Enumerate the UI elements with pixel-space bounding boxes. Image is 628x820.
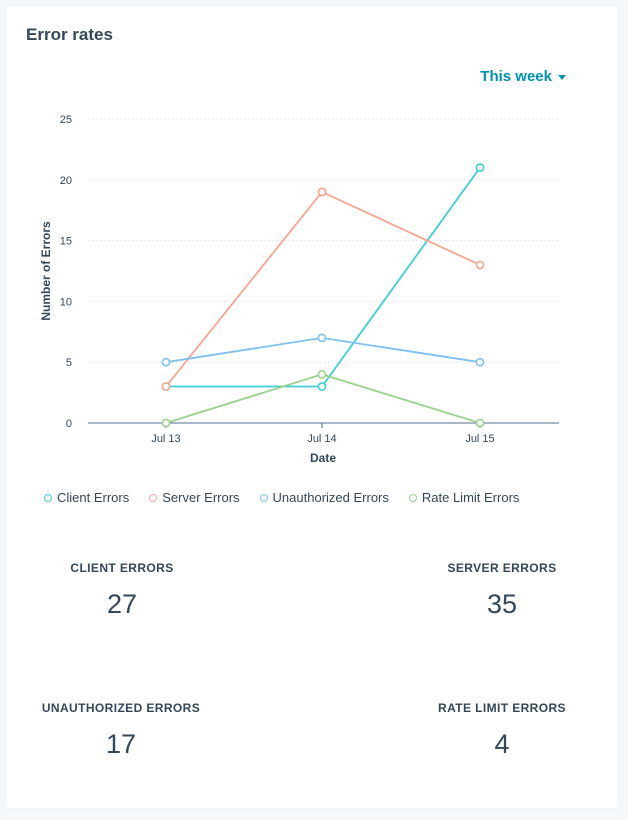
stat-label: CLIENT ERRORS [70,561,174,575]
stat-unauthorized-errors: UNAUTHORIZED ERRORS 17 [36,701,206,760]
x-tick-label: Jul 13 [151,433,180,445]
stat-value: 17 [105,729,137,759]
data-point [317,369,327,379]
data-point [317,382,327,391]
stat-client-errors: CLIENT ERRORS 27 [66,561,178,620]
legend-label: Unauthorized Errors [272,490,389,505]
stat-label: UNAUTHORIZED ERRORS [41,701,201,715]
data-point [161,418,171,428]
caret-down-icon [558,74,566,80]
y-axis-title: Number of Errors [39,221,53,321]
x-tick-label: Jul 15 [465,433,494,445]
stat-label: SERVER ERRORS [447,561,557,575]
legend-item-rate-limit[interactable]: Rate Limit Errors [408,490,520,505]
series-line [166,167,481,388]
stat-value: 4 [494,729,510,759]
card-title: Error rates [26,25,113,44]
series-line [165,190,481,388]
data-point [317,333,327,343]
stat-value: 27 [106,589,138,619]
legend-item-unauthorized[interactable]: Unauthorized Errors [259,490,389,505]
data-point [317,187,327,197]
legend-item-client[interactable]: Client Errors [44,490,129,505]
error-rates-chart: 0 5 10 15 20 25 Jul 13 Jul 14 Jul 15 Date Number o… [39,114,559,465]
series-line [165,373,481,424]
y-tick-label: 15 [60,236,72,248]
stat-rate-limit-errors: RATE LIMIT ERRORS 4 [426,701,578,760]
y-tick-label: 20 [60,175,72,187]
stat-server-errors: SERVER ERRORS 35 [446,561,558,620]
stat-label: RATE LIMIT ERRORS [438,701,566,715]
data-point [161,382,171,391]
legend-label: Rate Limit Errors [421,490,520,505]
y-tick-label: 0 [66,418,72,430]
legend-label: Server Errors [162,490,240,505]
legend-marker-icon [44,493,52,502]
legend-marker-icon [149,493,158,502]
y-tick-label: 25 [60,114,72,126]
data-point [475,357,485,367]
x-axis-title: Date [310,451,336,465]
date-range-dropdown[interactable]: This week [480,68,566,85]
data-point [161,357,171,367]
legend-label: Client Errors [57,490,130,505]
legend-marker-icon [408,493,417,502]
y-tick-label: 5 [66,357,72,369]
date-range-label: This week [480,68,552,85]
legend-marker-icon [259,493,268,502]
legend-item-server[interactable]: Server Errors [149,490,240,505]
chart-legend: Client Errors Server Errors Unauthorized… [44,490,519,505]
data-point [475,418,485,428]
data-point [475,260,485,270]
error-rates-card: Error rates This week 0 5 10 15 20 25 Jul 13 Ju… [6,6,618,808]
stat-value: 35 [486,589,518,619]
x-tick-label: Jul 14 [307,433,336,445]
y-tick-label: 10 [60,296,72,308]
data-point [475,163,485,173]
